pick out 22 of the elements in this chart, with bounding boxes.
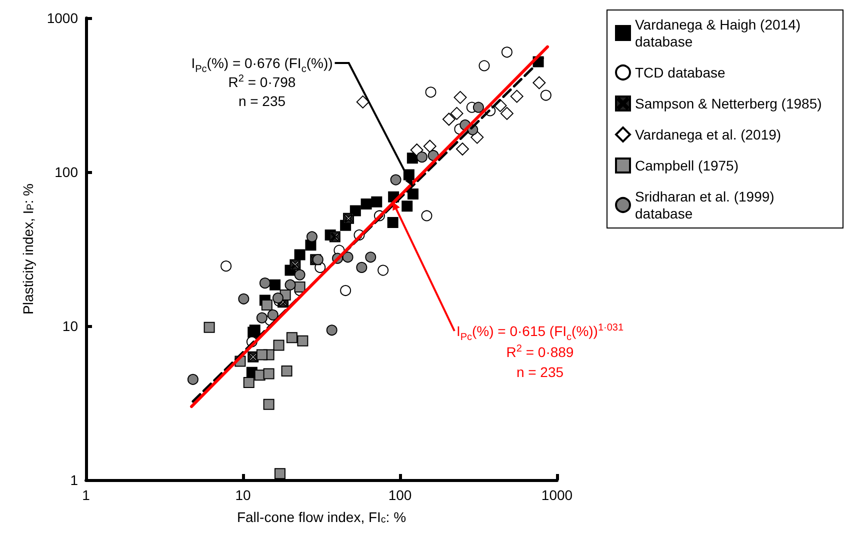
y-tick-label: 1 [70, 472, 78, 488]
annotation: I$_{Pc}$(%) = 0·676 (FI$_{c}$(%)) [191, 54, 333, 75]
x-tick-label: 1 [82, 487, 90, 503]
annotation: n = 235 [516, 363, 564, 381]
legend-label: Sridharan et al. (1999) database [635, 188, 778, 222]
annotation: I$_{Pc}$(%) = 0·615 (FI$_{c}$(%))$^{1·031}$ [456, 322, 624, 343]
legend-label: Campbell (1975) [635, 158, 738, 174]
legend-label: TCD database [635, 64, 726, 80]
y-tick-label: 100 [54, 164, 78, 180]
annotation: R$^{2}$ = 0·889 [506, 343, 574, 361]
x-tick-label: 100 [388, 487, 412, 503]
legend-label: Sampson & Netterberg (1985) [635, 96, 822, 112]
legend-label: Vardanega & Haigh (2014) database [635, 16, 804, 50]
legend-label: Vardanega et al. (2019) [635, 126, 782, 142]
x-axis-title: Fall-cone flow index, FIc: % [236, 509, 406, 526]
x-tick-label: 10 [235, 487, 251, 503]
annotation: n = 235 [238, 92, 286, 110]
y-tick-label: 1000 [46, 10, 78, 26]
y-axis-title: Plasticity index, IP: % [20, 183, 36, 315]
y-tick-label: 10 [62, 318, 78, 334]
annotation: R$^{2}$ = 0·798 [228, 73, 296, 91]
x-tick-label: 1000 [541, 487, 573, 503]
